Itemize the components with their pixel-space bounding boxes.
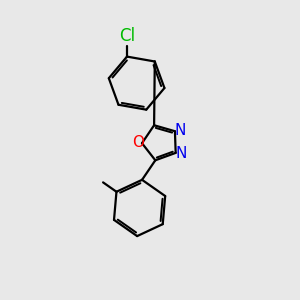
Text: Cl: Cl — [119, 27, 135, 45]
Text: O: O — [132, 135, 144, 150]
Text: N: N — [174, 122, 186, 137]
Text: N: N — [175, 146, 186, 161]
